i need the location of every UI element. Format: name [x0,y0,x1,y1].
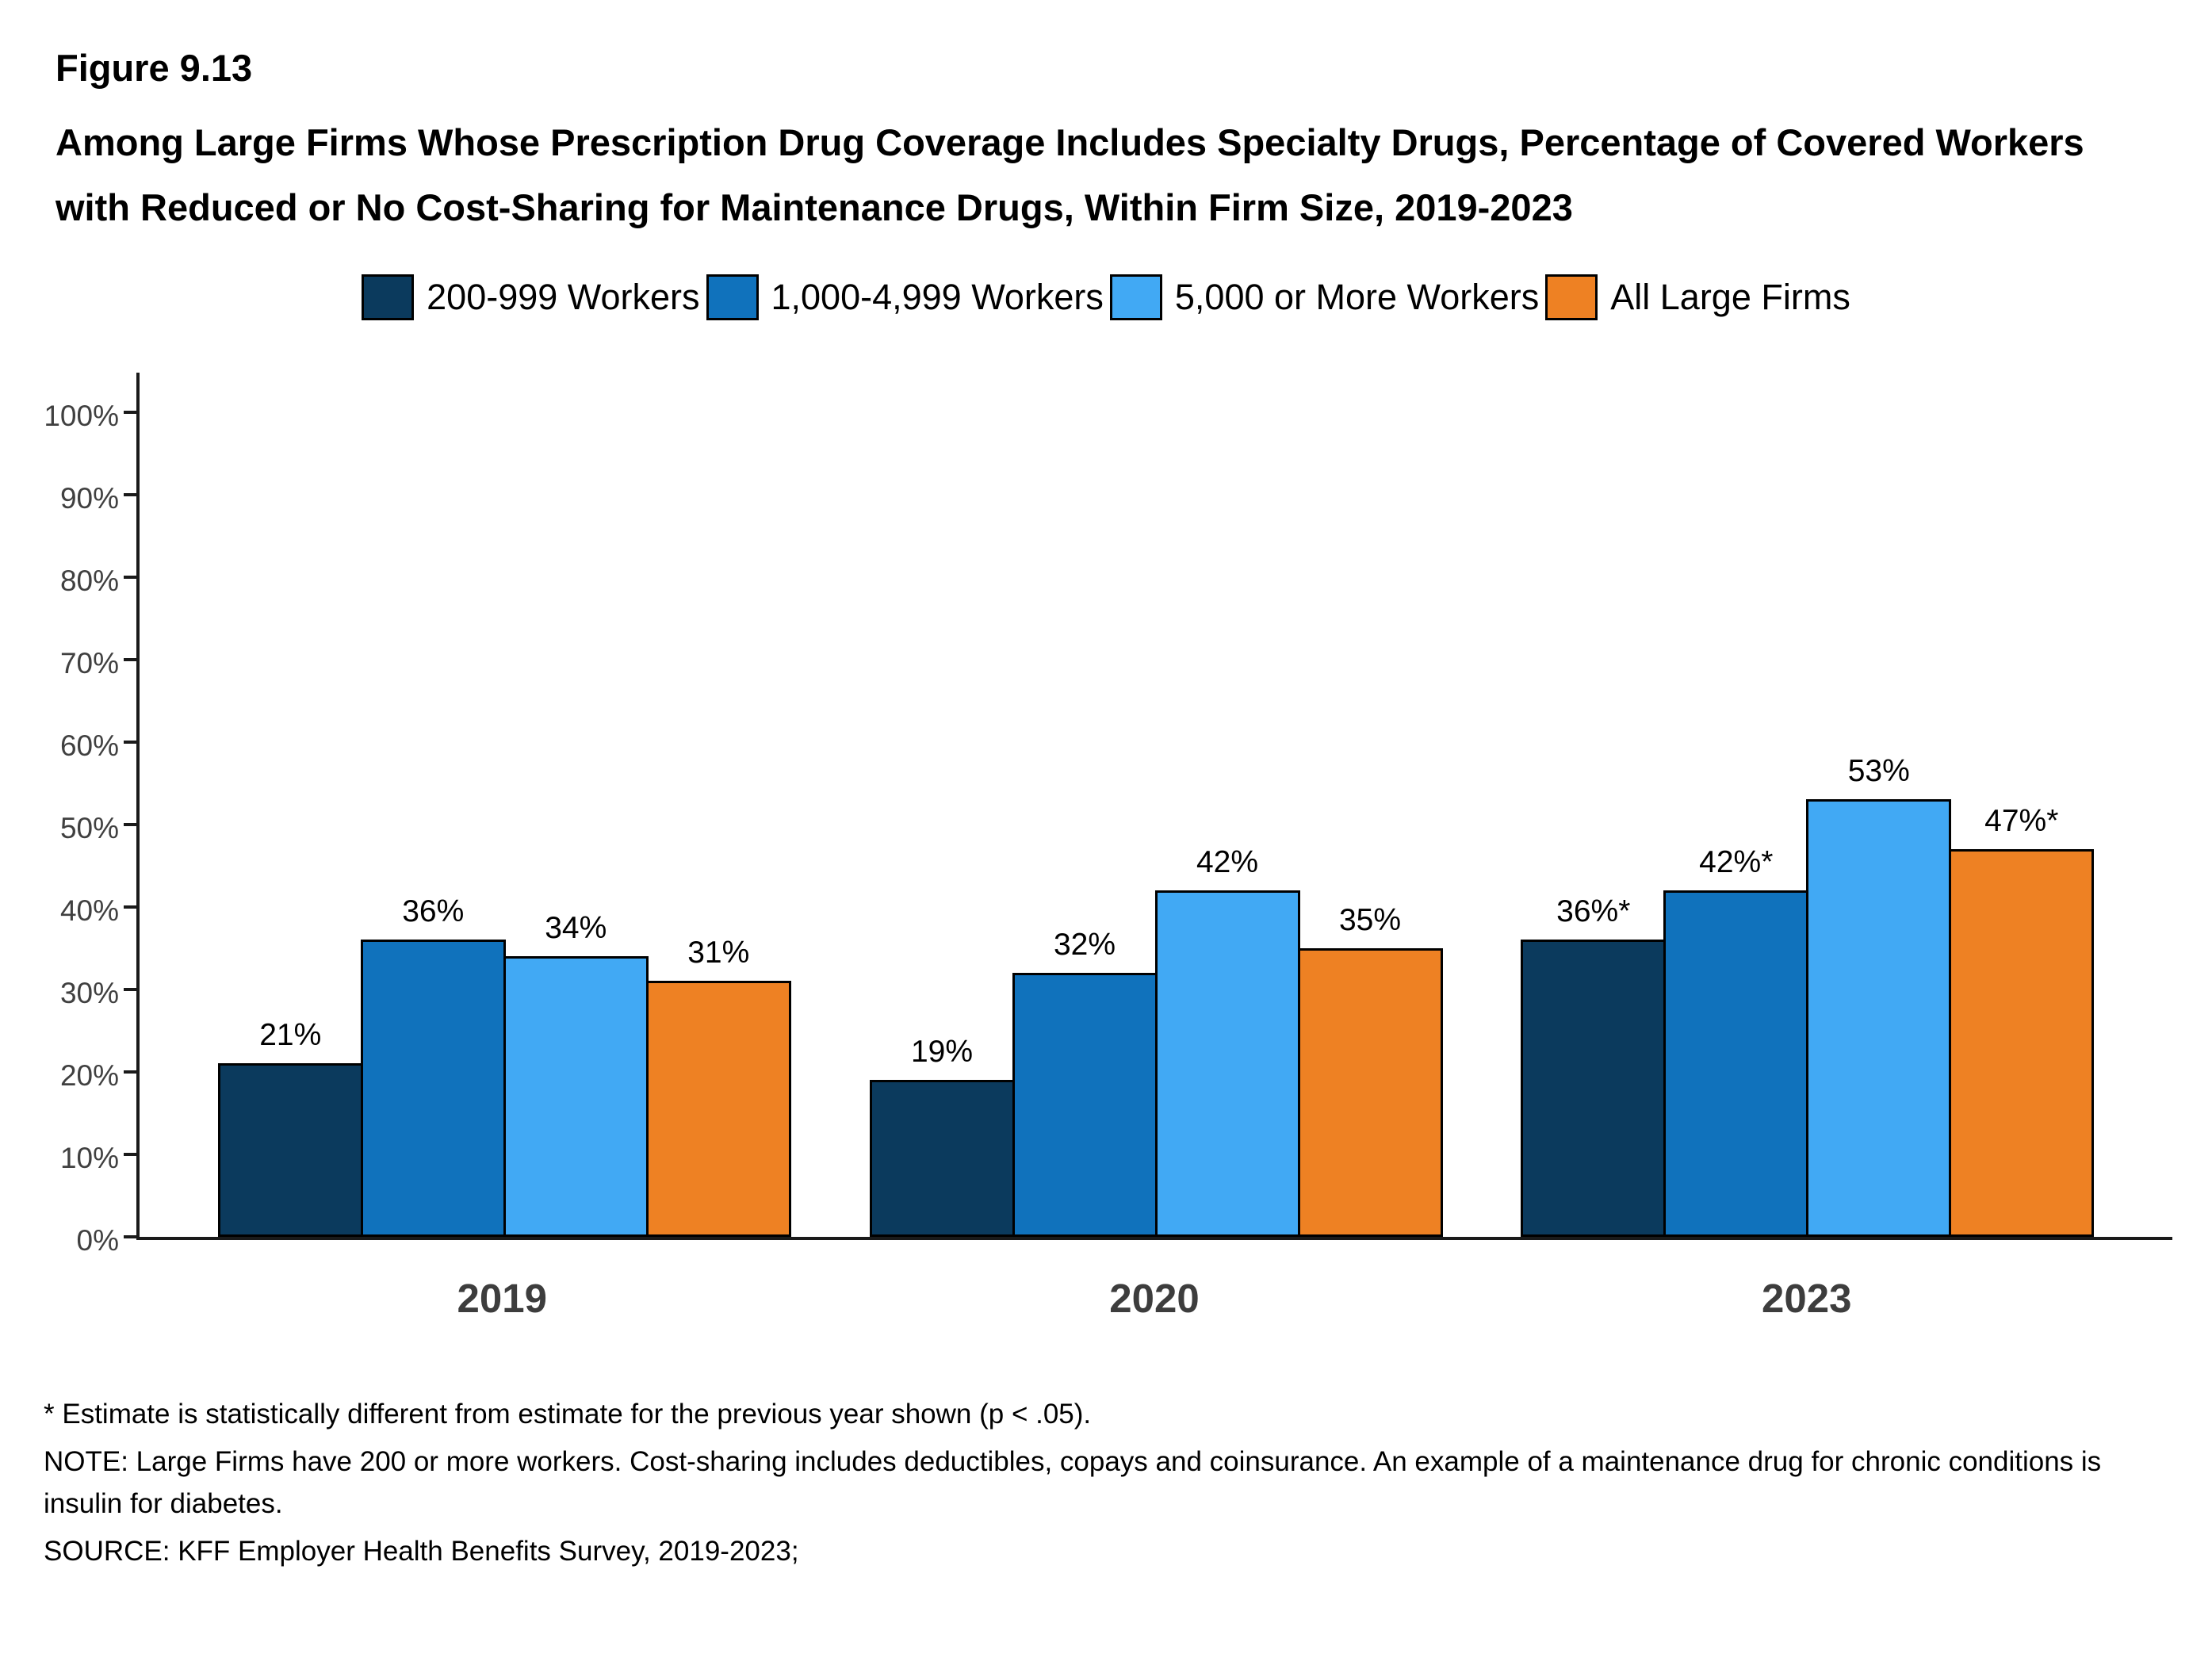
y-tick-label: 90% [59,481,119,515]
legend-item-3: 5,000 or More Workers [1109,274,1540,320]
legend-label: 200-999 Workers [427,276,700,317]
chart-header: Figure 9.13 Among Large Firms Whose Pres… [0,0,2212,241]
y-tick-label: 50% [59,811,119,844]
bar-2020-series-2: 32% [1012,928,1158,1237]
bar-value-label: 32% [1053,927,1116,962]
bar-value-label: 42%* [1699,844,1774,879]
bar-group-2020: 19% 32% 42% 35% [869,845,1443,1237]
bar-2023-series-2: 42%* [1663,845,1809,1237]
legend-item-1: 200-999 Workers [362,274,700,320]
y-tick-mark [124,410,140,414]
y-tick-mark [124,657,140,661]
bar-group-2019: 21% 36% 34% 31% [217,894,791,1237]
chart-title: Among Large Firms Whose Prescription Dru… [55,121,2084,229]
bar-2023-series-1: 36%* [1521,894,1667,1237]
legend-swatch-icon [706,274,759,320]
bar-2023-series-3: 53% [1806,754,1952,1237]
y-tick-label: 0% [76,1223,119,1257]
legend: 200-999 Workers 1,000-4,999 Workers 5,000 … [0,274,2212,320]
bar-value-label: 21% [259,1018,322,1053]
x-axis-label-2023: 2023 [1762,1275,1852,1321]
y-tick-mark [124,1234,140,1238]
figure-label: Figure 9.13 [55,47,253,89]
plot-area: 21% 36% 34% 31% 19% 32% 42% 35% 36%* 42%* 53% 47%* [124,372,2172,1240]
bar-value-label: 31% [687,936,750,970]
legend-item-2: 1,000-4,999 Workers [706,274,1104,320]
bar-value-label: 47%* [1984,803,2059,838]
bar-2020-series-4: 35% [1297,903,1443,1237]
bar-2020-series-1: 19% [869,1035,1015,1237]
footnote-source: SOURCE: KFF Employer Health Benefits Sur… [44,1536,799,1567]
y-tick-label: 10% [59,1141,119,1174]
bar-value-label: 36%* [1556,894,1631,929]
legend-label: 5,000 or More Workers [1174,276,1540,317]
legend-label: 1,000-4,999 Workers [771,276,1104,317]
y-tick-mark [124,740,140,744]
y-tick-mark [124,575,140,579]
bar-value-label: 34% [545,910,607,945]
footnote-significance: * Estimate is statistically different fr… [44,1398,1092,1430]
footnotes: * Estimate is statistically different fr… [0,1394,2212,1573]
y-tick-label: 60% [59,729,119,762]
bar-value-label: 53% [1847,754,1910,789]
bar-2019-series-4: 31% [645,936,791,1237]
bar-chart: 0% 10% 20% 30% 40% 50% 60% 70% 80% 90% 100% 21% 36%… [0,372,2212,1367]
x-axis-label-2019: 2019 [457,1275,547,1321]
legend-item-4: All Large Firms [1545,274,1850,320]
bar-value-label: 35% [1338,902,1402,937]
bar-2020-series-3: 42% [1154,845,1300,1237]
y-tick-label: 20% [59,1058,119,1092]
bar-value-label: 42% [1196,844,1259,879]
legend-swatch-icon [1109,274,1162,320]
y-tick-label: 80% [59,564,119,597]
x-axis: 2019 2020 2023 [136,1248,2172,1367]
y-tick-mark [124,822,140,826]
bar-2019-series-1: 21% [217,1018,363,1237]
y-tick-label: 40% [59,894,119,927]
legend-swatch-icon [1545,274,1598,320]
bar-value-label: 36% [402,894,465,929]
y-tick-mark [124,1070,140,1074]
y-tick-label: 70% [59,646,119,679]
y-tick-mark [124,1152,140,1156]
y-tick-mark [124,905,140,909]
footnote-note: NOTE: Large Firms have 200 or more worke… [44,1446,2102,1519]
y-tick-label: 30% [59,976,119,1009]
x-axis-label-2020: 2020 [1109,1275,1200,1321]
bar-2019-series-2: 36% [360,894,506,1237]
bar-value-label: 19% [910,1034,974,1069]
y-axis: 0% 10% 20% 30% 40% 50% 60% 70% 80% 90% 100% [0,376,119,1257]
bar-2019-series-3: 34% [503,911,649,1237]
bar-2023-series-4: 47%* [1949,804,2095,1237]
y-tick-mark [124,492,140,496]
y-tick-label: 100% [44,399,119,432]
y-tick-mark [124,987,140,991]
legend-label: All Large Firms [1610,276,1850,317]
legend-swatch-icon [362,274,415,320]
bar-group-2023: 36%* 42%* 53% 47%* [1521,754,2095,1237]
